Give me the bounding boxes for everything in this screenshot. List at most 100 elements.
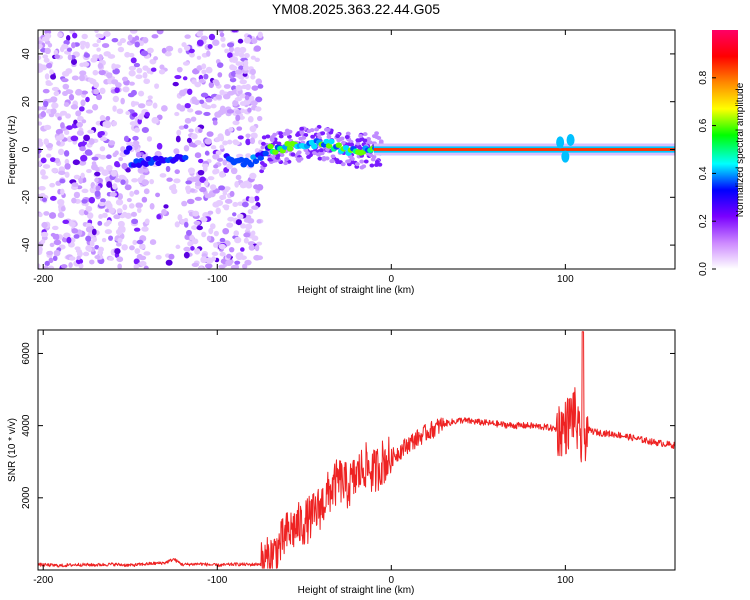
spectral-noise-point xyxy=(61,78,69,83)
top-x-tick-label: -100 xyxy=(207,274,227,285)
spectral-noise-point xyxy=(207,210,214,215)
spectral-noise-point xyxy=(194,139,202,146)
spectral-noise-point xyxy=(62,83,70,90)
spectral-noise-point xyxy=(53,91,60,97)
spectral-noise-point xyxy=(232,120,240,126)
spectral-noise-point xyxy=(219,89,225,96)
bottom-x-tick-label: 0 xyxy=(389,575,395,586)
spectral-noise-point xyxy=(194,110,203,115)
spectral-noise-point xyxy=(255,106,262,112)
spectral-noise-point xyxy=(114,161,120,168)
spectral-noise-point xyxy=(49,157,56,163)
spectral-noise-point xyxy=(244,95,250,101)
spectral-noise-point xyxy=(136,239,144,245)
spectral-noise-point xyxy=(129,30,138,34)
spectral-noise-point xyxy=(101,212,108,218)
top-y-tick-label: 0 xyxy=(21,146,32,152)
spectral-noise-point xyxy=(98,201,106,207)
spectral-noise-point xyxy=(187,88,193,95)
spectral-noise-point xyxy=(103,31,111,38)
spectral-noise-point xyxy=(117,193,124,200)
spectral-noise-point xyxy=(94,245,100,250)
spectral-noise-point xyxy=(112,95,120,103)
spectral-noise-point xyxy=(193,220,201,226)
spectral-noise-point xyxy=(124,184,132,191)
spectral-noise-point xyxy=(215,199,224,207)
spectral-noise-point xyxy=(79,70,87,76)
spectral-noise-point xyxy=(61,43,69,50)
spectral-noise-point xyxy=(218,243,226,250)
spectral-noise-point xyxy=(126,197,132,203)
spectral-noise-point xyxy=(63,150,70,157)
spectral-halo-point xyxy=(355,138,361,143)
spectral-halo-point xyxy=(278,134,284,139)
spectral-noise-point xyxy=(213,164,219,169)
spectral-noise-point xyxy=(174,75,182,80)
spectral-noise-point xyxy=(96,94,103,101)
spectral-noise-point xyxy=(106,154,112,159)
spectral-noise-point xyxy=(207,44,213,49)
spectral-noise-point xyxy=(91,161,97,166)
spectral-noise-point xyxy=(97,33,105,39)
spectral-noise-point xyxy=(98,69,106,76)
spectral-noise-point xyxy=(204,193,212,199)
spectral-noise-point xyxy=(251,37,258,44)
spectral-noise-point xyxy=(196,39,204,47)
spectral-noise-point xyxy=(187,240,194,247)
spectral-noise-point xyxy=(229,57,235,63)
spectral-noise-point xyxy=(212,169,219,175)
spectral-noise-point xyxy=(38,263,41,269)
spectral-noise-point xyxy=(232,99,239,107)
spectral-halo-point xyxy=(355,141,361,146)
spectral-noise-point xyxy=(156,213,162,220)
spectral-noise-point xyxy=(191,225,199,231)
spectral-noise-point xyxy=(201,63,207,70)
spectral-noise-point xyxy=(73,119,78,125)
spectral-noise-point xyxy=(188,128,194,133)
spectral-noise-point xyxy=(256,241,263,246)
spectral-noise-point xyxy=(54,54,60,59)
spectral-noise-point xyxy=(143,188,150,195)
spectral-noise-point xyxy=(219,237,226,243)
spectral-noise-point xyxy=(87,247,93,252)
spectral-halo-point xyxy=(284,157,290,162)
spectral-noise-point xyxy=(53,239,62,246)
spectral-noise-point xyxy=(97,220,103,226)
spectral-noise-point xyxy=(88,138,95,145)
bottom-y-tick-label: 4000 xyxy=(21,414,32,437)
spectral-noise-point xyxy=(256,115,263,122)
spectral-noise-point xyxy=(94,30,99,34)
spectral-noise-point xyxy=(234,181,240,188)
spectral-noise-point xyxy=(133,263,139,269)
spectral-noise-point xyxy=(241,201,249,208)
spectral-noise-point xyxy=(91,228,97,236)
spectral-noise-point xyxy=(196,225,203,231)
spectral-noise-point xyxy=(123,135,129,142)
spectral-halo-point xyxy=(376,135,382,140)
spectral-noise-point xyxy=(52,255,58,262)
spectral-ridge-blob xyxy=(155,160,162,167)
spectral-noise-point xyxy=(47,265,55,269)
spectral-noise-point xyxy=(134,248,141,254)
spectral-noise-point xyxy=(57,212,65,219)
spectral-noise-point xyxy=(80,90,89,95)
spectral-noise-point xyxy=(213,230,219,237)
spectral-noise-point xyxy=(38,162,42,167)
spectral-noise-point xyxy=(239,182,247,189)
spectral-halo-point xyxy=(267,157,273,162)
spectral-noise-point xyxy=(198,266,204,269)
spectral-halo-point xyxy=(349,142,355,147)
spectral-noise-point xyxy=(222,227,230,235)
spectral-noise-point xyxy=(204,263,213,269)
spectral-noise-point xyxy=(227,216,235,222)
spectral-noise-point xyxy=(247,116,254,123)
spectral-noise-point xyxy=(60,264,68,269)
spectral-noise-point xyxy=(113,214,121,220)
spectral-noise-point xyxy=(165,165,171,173)
spectral-noise-point xyxy=(200,92,209,98)
spectral-noise-point xyxy=(160,105,168,112)
spectral-noise-point xyxy=(92,43,99,48)
bottom-plot-frame xyxy=(37,329,676,571)
spectral-halo-point xyxy=(326,134,332,139)
spectral-noise-point xyxy=(96,38,102,44)
